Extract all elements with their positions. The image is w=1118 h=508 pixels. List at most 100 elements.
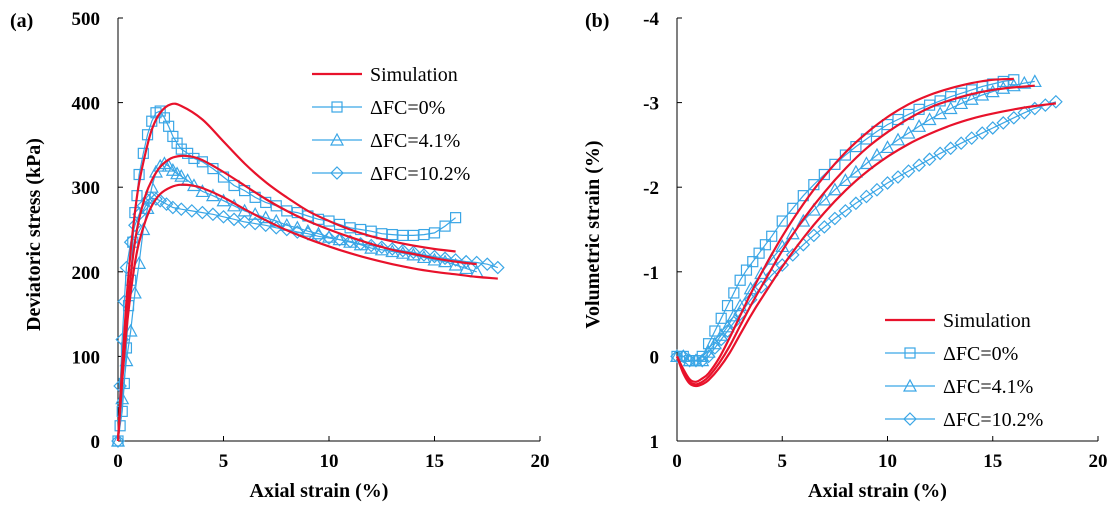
legend: Simulation ΔFC=0% ΔFC=4.1% ΔFC=10.2% (885, 310, 1043, 431)
data-point-diamond (438, 251, 452, 266)
data-point-triangle (136, 222, 151, 236)
data-point-diamond (708, 341, 722, 355)
data-point-diamond (996, 116, 1011, 130)
series-line-simulation (116, 183, 498, 442)
data-point-square (146, 115, 158, 127)
data-point-square (839, 149, 852, 161)
data-point-diamond (785, 248, 800, 262)
legend-marker-triangle (902, 378, 918, 392)
data-point-diamond (490, 260, 505, 275)
y-tick-label: -1 (643, 263, 659, 284)
data-point-diamond (227, 212, 241, 227)
data-point-diamond (720, 324, 735, 338)
y-tick-label: 500 (72, 9, 101, 30)
y-tick-label: 1 (650, 432, 660, 453)
legend-marker-square (904, 347, 916, 359)
legend-marker-square (331, 101, 343, 113)
data-point-triangle (838, 173, 853, 187)
data-point-square (721, 300, 734, 312)
data-point-diamond (828, 211, 842, 226)
data-point-square (141, 129, 154, 141)
data-point-triangle (205, 188, 220, 202)
data-point-triangle (943, 101, 958, 115)
data-point-square (158, 112, 171, 124)
data-point-square (167, 130, 179, 143)
y-tick-label: -4 (643, 9, 659, 30)
data-point-diamond (985, 121, 1000, 135)
data-point-triangle (258, 210, 273, 224)
legend-marker-diamond (330, 166, 344, 180)
data-point-square (439, 220, 451, 232)
data-point-triangle (1006, 78, 1021, 92)
plot-area (110, 102, 505, 448)
data-point-diamond (290, 225, 305, 239)
data-point-diamond (682, 353, 697, 368)
data-point-triangle (901, 125, 916, 139)
data-point-square (787, 202, 799, 214)
data-point-square (428, 227, 441, 239)
data-point-square (818, 168, 830, 181)
data-point-square (116, 405, 128, 417)
data-point-triangle (975, 87, 990, 101)
x-axis-label: Axial strain (%) (250, 480, 389, 502)
data-point-triangle (110, 433, 126, 447)
data-point-diamond (891, 170, 905, 184)
legend-label: Simulation (943, 310, 1031, 332)
series-line-simulation (676, 77, 1014, 383)
legend-marker-diamond (903, 412, 917, 426)
data-point-diamond (216, 209, 231, 224)
x-axis-label: Axial strain (%) (808, 480, 947, 502)
data-point-triangle (754, 266, 769, 280)
data-point-diamond (185, 204, 199, 218)
data-point-triangle (785, 226, 800, 240)
x-tick-label: 20 (531, 451, 550, 472)
data-point-square (715, 312, 727, 324)
data-point-triangle (880, 140, 895, 154)
x-tick-label: 15 (983, 451, 1002, 472)
data-point-square (154, 105, 166, 117)
data-point-triangle (726, 308, 741, 322)
data-point-triangle (733, 298, 748, 312)
data-point-triangle (933, 106, 948, 120)
legend-label: ΔFC=0% (943, 343, 1018, 365)
y-tick-label: 100 (72, 347, 101, 368)
x-tick-label: 0 (672, 451, 682, 472)
data-point-diamond (206, 207, 220, 222)
data-point-diamond (901, 164, 916, 178)
data-point-diamond (754, 280, 769, 294)
data-point-triangle (364, 240, 379, 254)
y-axis-label: Volumetric strain (%) (582, 140, 604, 328)
data-point-triangle (123, 323, 138, 337)
data-point-triangle (459, 261, 474, 275)
data-point-triangle (827, 182, 842, 196)
data-point-triangle (912, 119, 927, 132)
data-point-diamond (859, 189, 874, 204)
data-point-diamond (1017, 105, 1032, 120)
legend-label: ΔFC=10.2% (943, 409, 1043, 431)
data-point-diamond (922, 152, 937, 167)
data-point-diamond (136, 198, 151, 213)
data-point-square (747, 256, 759, 268)
data-point-diamond (670, 349, 684, 364)
data-point-diamond (427, 249, 442, 264)
data-point-diamond (849, 196, 863, 211)
data-point-square (759, 239, 772, 251)
data-point-triangle (922, 112, 937, 126)
data-point-diamond (733, 307, 747, 321)
y-axis-label: Deviatoric stress (kPa) (23, 138, 45, 331)
data-point-diamond (159, 197, 174, 211)
data-point-diamond (111, 434, 125, 448)
data-point-diamond (870, 182, 884, 197)
legend-label: ΔFC=10.2% (370, 163, 470, 185)
y-tick-label: 0 (650, 347, 660, 368)
data-point-diamond (396, 243, 410, 258)
y-tick-label: 400 (72, 94, 101, 115)
x-tick-label: 10 (878, 451, 897, 472)
x-tick-label: 15 (425, 451, 444, 472)
data-point-diamond (912, 158, 926, 173)
data-point-diamond (964, 131, 979, 145)
y-tick-label: -2 (643, 178, 659, 199)
data-point-diamond (119, 260, 134, 275)
data-point-diamond (417, 248, 431, 262)
